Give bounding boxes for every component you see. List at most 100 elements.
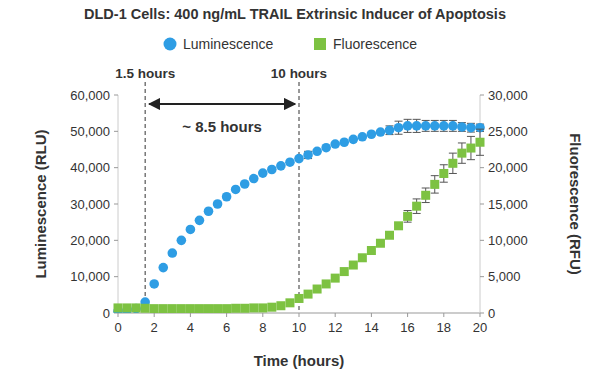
x-tick [299,313,300,317]
y-tick-label: 60,000 [70,88,110,103]
y-tick [114,95,118,96]
point [367,129,377,139]
point [448,121,458,131]
point [394,123,404,133]
error-bar [449,120,457,131]
point [186,225,196,235]
y-axis-title: Luminescence (RLU) [32,129,49,278]
legend-label: Luminescence [183,36,273,52]
point [285,157,295,167]
point [222,304,231,313]
point [150,304,159,313]
error-bar [413,119,421,132]
y2-tick [480,167,484,168]
x-tick [443,313,444,317]
point [303,150,313,160]
annotation-line [299,82,300,313]
point [376,239,385,248]
error-bar [440,120,448,131]
point [240,304,249,313]
error-bar [431,176,439,193]
error-bar [422,120,430,131]
point [412,121,422,131]
x-tick [262,313,263,317]
point [385,125,395,135]
x-tick [407,313,408,317]
point [168,304,177,313]
x-tick-label: 14 [364,320,378,335]
error-bar [467,136,475,159]
point [331,274,340,283]
point [466,123,476,133]
point [349,261,358,270]
y2-axis-title: Fluorescence (RFU) [567,133,584,275]
error-bar [449,153,457,173]
x-tick-label: 12 [328,320,342,335]
error-bar [476,129,484,155]
annotation-label: ~ 8.5 hours [182,118,262,135]
y2-tick-label: 10,000 [488,233,528,248]
point [330,139,340,149]
y-tick-label: 30,000 [70,197,110,212]
annotation-span [149,103,295,105]
x-tick [226,313,227,317]
x-tick [335,313,336,317]
point [249,174,259,184]
y-tick-label: 0 [103,306,110,321]
annotation-label: 1.5 hours [115,66,175,81]
x-tick-label: 20 [473,320,487,335]
point [403,121,413,131]
error-bar [422,188,430,203]
point [141,304,150,313]
point [367,246,376,255]
error-bar [467,123,475,132]
y-tick-label: 50,000 [70,124,110,139]
annotation-label: 10 hours [271,66,327,81]
error-bar [458,143,466,163]
point [114,303,123,312]
x-tick [154,313,155,317]
point [204,206,214,216]
legend-label: Fluorescence [333,36,417,52]
point [222,192,232,202]
x-tick [118,313,119,317]
point [358,253,367,262]
point [421,191,430,200]
point [285,298,294,307]
error-bar [431,120,439,131]
y2-tick [480,276,484,277]
point [294,154,304,164]
point [394,221,403,230]
y2-tick-label: 30,000 [488,88,528,103]
point [131,304,141,313]
point [168,248,178,258]
point [339,137,349,147]
x-tick-label: 16 [400,320,414,335]
point [204,304,213,313]
annotations: 1.5 hours 10 hours ~ 8.5 hours [115,66,327,313]
x-tick-label: 18 [437,320,451,335]
point [158,263,168,273]
point [231,185,241,195]
error-bar [386,126,394,135]
y2-tick-label: 25,000 [488,124,528,139]
point [412,202,421,211]
point [321,143,331,153]
legend-marker [314,38,326,50]
error-bar [458,123,466,132]
series [113,119,485,313]
y2-tick [480,240,484,241]
point [476,138,485,147]
y2-tick [480,313,484,314]
point [267,165,277,175]
point [421,121,431,131]
error-bar [413,199,421,214]
plot-area [113,119,485,313]
y-tick-label: 10,000 [70,269,110,284]
point [466,144,475,153]
y2-tick-label: 5,000 [488,269,521,284]
y-tick [114,131,118,132]
point [430,121,440,131]
point [403,212,412,221]
annotation-line [145,82,146,313]
